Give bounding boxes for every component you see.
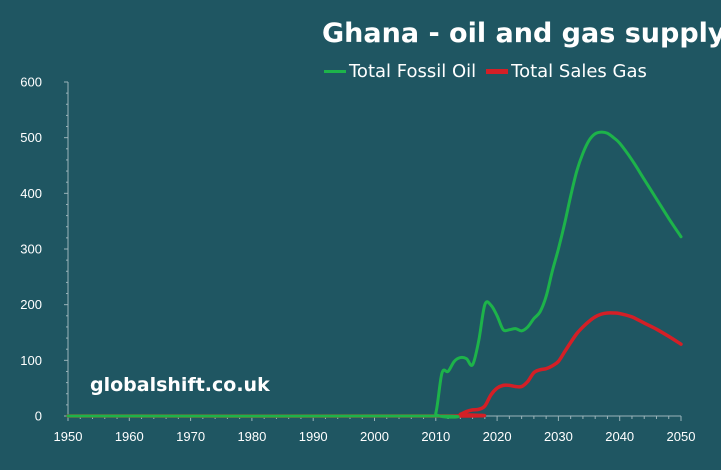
y-tick-label: 500 bbox=[20, 130, 42, 145]
y-tick-label: 200 bbox=[20, 297, 42, 312]
legend-swatch-gas bbox=[486, 69, 509, 74]
y-tick-label: 400 bbox=[20, 186, 42, 201]
legend-label-gas: Total Sales Gas bbox=[511, 61, 647, 82]
legend-swatch-oil bbox=[324, 70, 346, 73]
x-tick-label: 1960 bbox=[115, 429, 144, 444]
series-line-fossil-oil bbox=[66, 130, 683, 419]
series-group bbox=[66, 130, 683, 419]
y-tick-label: 100 bbox=[20, 353, 42, 368]
x-tick-label: 2010 bbox=[421, 429, 450, 444]
legend: Total Fossil Oil Total Sales Gas bbox=[324, 61, 657, 82]
chart-title: Ghana - oil and gas supply bbox=[322, 18, 721, 49]
x-tick-label: 2040 bbox=[605, 429, 634, 444]
x-tick-label: 2000 bbox=[360, 429, 389, 444]
y-tick-label: 600 bbox=[20, 75, 42, 90]
watermark: globalshift.co.uk bbox=[90, 374, 270, 396]
legend-item-gas: Total Sales Gas bbox=[486, 61, 647, 82]
axes: 0 100 200 300 400 500 600 1950 1960 1970 1980 1990 2… bbox=[20, 75, 695, 445]
y-tick-label: 300 bbox=[20, 242, 42, 257]
legend-item-oil: Total Fossil Oil bbox=[324, 61, 476, 82]
x-tick-label: 2050 bbox=[667, 429, 696, 444]
x-tick-label: 1950 bbox=[54, 429, 83, 444]
series-line-sales-gas bbox=[66, 311, 683, 418]
legend-label-oil: Total Fossil Oil bbox=[349, 61, 477, 82]
y-tick-label: 0 bbox=[35, 409, 42, 424]
x-tick-label: 1980 bbox=[237, 429, 266, 444]
x-tick-label: 1970 bbox=[176, 429, 205, 444]
x-tick-label: 2020 bbox=[483, 429, 512, 444]
x-tick-label: 2030 bbox=[544, 429, 573, 444]
x-tick-label: 1990 bbox=[299, 429, 328, 444]
